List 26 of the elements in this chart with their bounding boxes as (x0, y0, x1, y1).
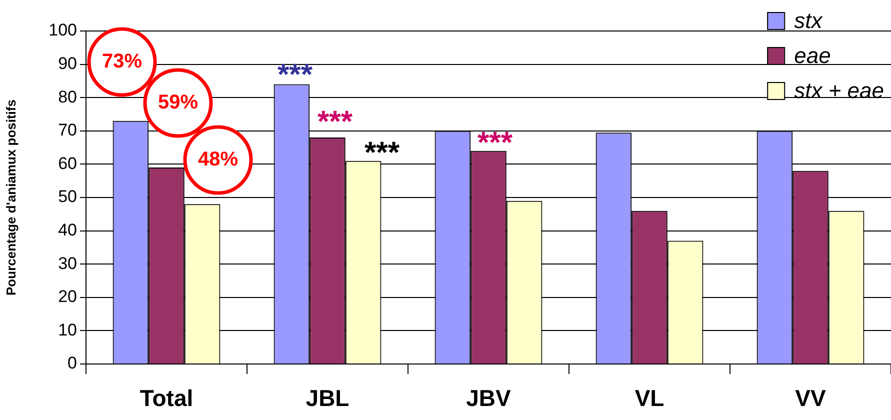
annotation: *** (477, 126, 513, 160)
legend-label: stx (794, 8, 824, 34)
y-tick-label: 40 (58, 220, 77, 240)
x-tick-label: JBV (466, 385, 512, 412)
y-axis-title: Pourcentage d'aniamux positifs (3, 100, 18, 296)
y-tick-label: 30 (58, 254, 77, 273)
y-tick-label: 90 (58, 54, 77, 73)
annotation: 59% (158, 92, 198, 114)
annotation: 48% (198, 148, 238, 171)
y-tick-label: 0 (68, 354, 77, 373)
annotation: *** (364, 136, 400, 170)
y-tick-label: 50 (58, 187, 77, 206)
y-tick-label: 70 (58, 120, 77, 140)
x-tick-label: JBL (306, 385, 350, 412)
annotation: 73% (102, 50, 142, 73)
y-tick-label: 100 (48, 20, 77, 40)
annotation: *** (317, 105, 353, 138)
y-tick-label: 80 (58, 87, 77, 106)
y-tick-label: 20 (58, 287, 77, 306)
y-tick-label: 60 (58, 154, 77, 173)
y-tick-label: 10 (58, 320, 77, 340)
legend-label: eae (794, 43, 831, 68)
x-tick-label: VL (634, 385, 664, 412)
x-tick-label: Total (140, 385, 194, 412)
annotation: *** (277, 58, 313, 92)
x-tick-label: VV (795, 385, 826, 412)
